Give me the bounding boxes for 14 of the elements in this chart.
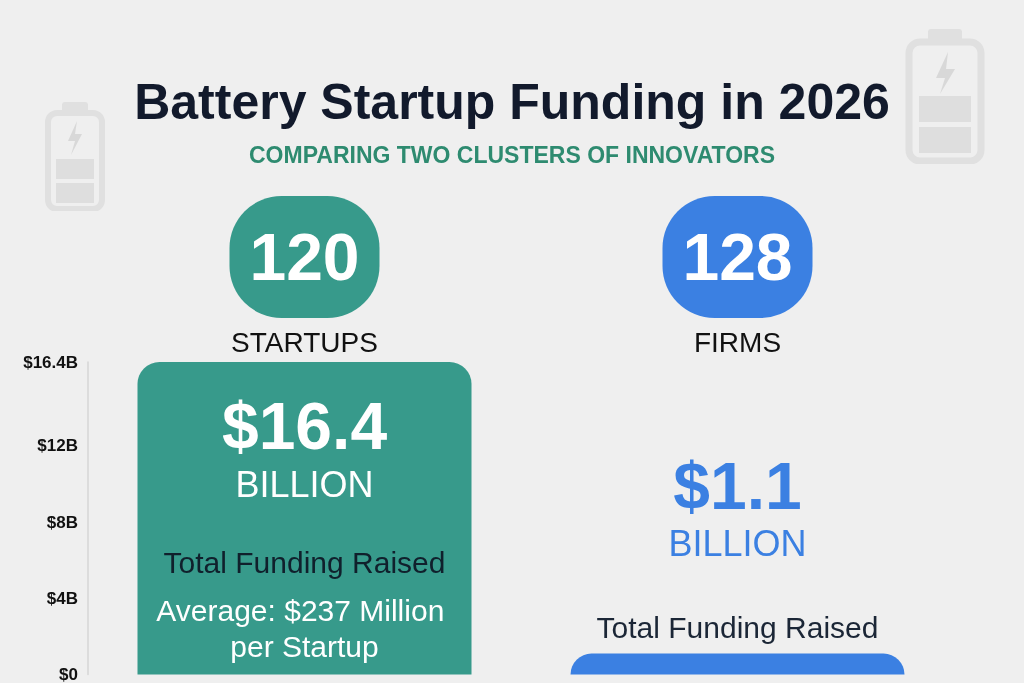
- data-label: $16.4 BILLION: [221, 389, 388, 505]
- x-tick-label: 120 STARTUPS: [231, 220, 378, 358]
- x-tick-label: 128 FIRMS: [682, 220, 793, 358]
- chart-subtitle: COMPARING TWO CLUSTERS OF INNOVATORS: [248, 141, 776, 168]
- y-tick-label: $4B: [46, 588, 78, 608]
- annotation: Average: $237 Million per Startup: [156, 594, 453, 663]
- y-tick-label: $16.4B: [23, 352, 78, 372]
- y-tick-label: $0: [59, 665, 78, 683]
- y-tick-label: $12B: [37, 436, 78, 456]
- data-label: $1.1 BILLION: [668, 448, 807, 565]
- annotation: Total Funding Raised: [596, 611, 879, 645]
- y-tick-label: $8B: [46, 512, 78, 532]
- chart-title: Battery Startup Funding in 2026: [134, 74, 890, 130]
- annotation: Total Funding Raised: [163, 546, 446, 579]
